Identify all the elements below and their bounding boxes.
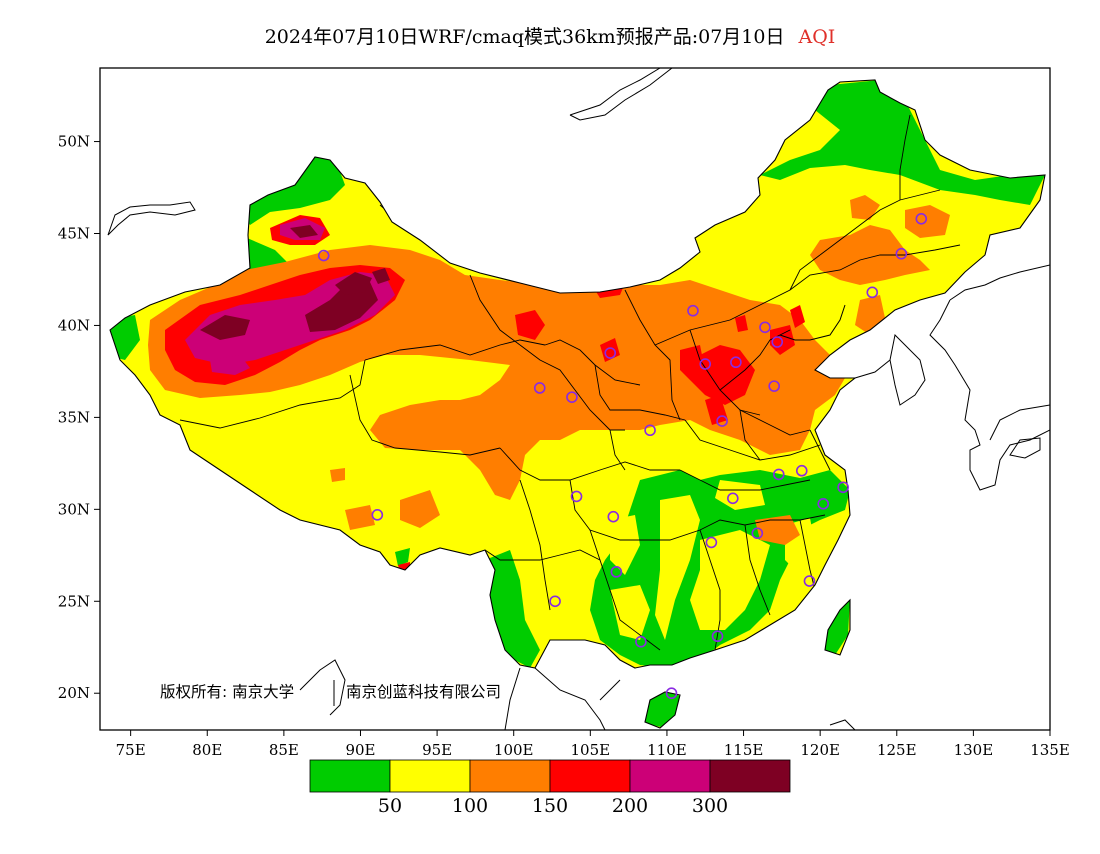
station-marker	[759, 321, 771, 334]
x-tick-label: 75E	[116, 741, 146, 759]
station-markers	[317, 212, 928, 700]
title-variable: AQI	[798, 26, 836, 48]
x-tick-label: 100E	[494, 741, 534, 759]
chart-title: 2024年07月10日WRF/cmaq模式36km预报产品:07月10日 AQI	[0, 22, 1100, 49]
station-marker	[699, 358, 712, 370]
colorbar-swatch-unhealthy	[549, 759, 631, 793]
station-marker	[837, 481, 849, 494]
station-marker	[705, 536, 718, 549]
station-marker	[803, 575, 816, 587]
colorbar-label: 50	[378, 795, 402, 817]
y-axis: 20N 25N 30N 35N 40N 45N 50N	[58, 133, 100, 702]
station-marker	[795, 464, 808, 477]
colorbar-label: 150	[532, 795, 568, 817]
x-tick-label: 85E	[269, 741, 299, 759]
y-tick-label: 20N	[58, 684, 90, 702]
copyright-text-2: 南京创蓝科技有限公司	[346, 683, 501, 701]
station-marker	[644, 424, 656, 437]
station-marker	[772, 468, 785, 481]
colorbar-swatch-good	[309, 759, 391, 793]
x-tick-label: 110E	[647, 741, 687, 759]
y-tick-label: 45N	[58, 225, 90, 243]
y-tick-label: 40N	[58, 316, 90, 334]
station-marker	[635, 635, 647, 648]
colorbar-label: 200	[612, 795, 648, 817]
colorbar-label: 300	[692, 795, 728, 817]
station-marker	[771, 336, 784, 348]
colorbar-swatch-hazardous	[709, 759, 791, 793]
station-marker	[895, 247, 908, 260]
x-tick-label: 135E	[1030, 741, 1070, 759]
station-marker	[570, 490, 583, 503]
title-main: 2024年07月10日WRF/cmaq模式36km预报产品:07月10日	[264, 26, 785, 48]
station-marker	[533, 382, 546, 394]
station-marker	[751, 527, 764, 540]
station-marker	[730, 356, 742, 369]
station-marker	[549, 595, 561, 608]
neighbour-coastlines	[107, 68, 1050, 730]
station-marker	[317, 249, 330, 262]
station-marker	[665, 687, 678, 700]
x-tick-label: 90E	[345, 741, 375, 759]
station-marker	[817, 498, 830, 510]
colorbar-swatch-very-unhealthy	[629, 759, 711, 793]
station-marker	[687, 304, 699, 317]
station-marker	[604, 347, 617, 359]
station-marker	[716, 415, 728, 427]
map-frame	[99, 67, 1051, 731]
colorbar: 50 100 150 200 300	[309, 759, 791, 817]
station-marker	[727, 492, 739, 505]
station-marker	[610, 566, 623, 578]
station-marker	[915, 212, 928, 225]
colorbar-swatch-moderate	[389, 759, 471, 793]
colorbar-swatch-sensitive	[469, 759, 551, 793]
station-marker	[768, 380, 780, 392]
y-tick-label: 30N	[58, 500, 90, 518]
x-tick-label: 95E	[422, 741, 452, 759]
station-marker	[566, 391, 578, 403]
x-axis: 75E 80E 85E 90E 95E 100E 105E 110E 115E 120E 125E 1…	[116, 730, 1070, 759]
x-tick-label: 130E	[954, 741, 994, 759]
x-tick-label: 115E	[724, 741, 764, 759]
x-tick-label: 125E	[877, 741, 917, 759]
station-marker	[607, 510, 620, 523]
station-marker	[866, 286, 879, 299]
x-tick-label: 105E	[571, 741, 611, 759]
colorbar-label: 100	[452, 795, 488, 817]
y-tick-label: 50N	[58, 133, 90, 151]
station-marker	[371, 509, 384, 521]
y-tick-label: 35N	[58, 408, 90, 426]
x-tick-label: 120E	[800, 741, 840, 759]
aqi-hazardous-regions	[200, 225, 390, 340]
copyright-text: 版权所有: 南京大学	[160, 683, 294, 701]
x-tick-label: 80E	[192, 741, 222, 759]
aqi-moderate-pockets	[610, 480, 815, 640]
y-tick-label: 25N	[58, 592, 90, 610]
station-marker	[711, 630, 724, 643]
